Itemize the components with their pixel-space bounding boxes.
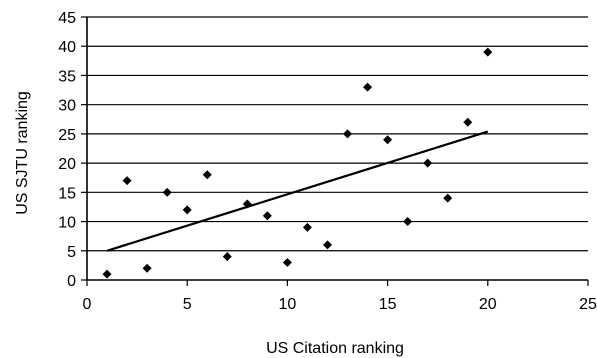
x-tick-label: 20 [479,296,497,313]
y-tick-label: 30 [58,98,76,115]
y-tick-label: 45 [58,10,76,27]
data-point [242,199,252,209]
data-point [222,252,232,262]
data-point [142,263,152,273]
data-point [363,82,373,92]
y-tick-label: 40 [58,39,76,56]
y-tick-label: 25 [58,127,76,144]
data-point [122,176,132,186]
data-point [262,211,272,221]
data-point [322,240,332,250]
y-tick-label: 20 [58,156,76,173]
data-point [162,187,172,197]
data-points [102,47,493,279]
data-point [383,135,393,145]
data-point [443,193,453,203]
data-point [282,257,292,267]
data-point [343,129,353,139]
data-point [102,269,112,279]
data-point [182,205,192,215]
tick-labels: 0 5 10 15 20 25 30 35 40 45 0 5 10 15 20 25 [58,10,597,313]
trendline-layer [106,130,489,252]
data-point [403,217,413,227]
data-point [202,170,212,180]
axes [81,16,589,286]
data-point [302,222,312,232]
y-tick-label: 10 [58,215,76,232]
x-tick-label: 0 [83,296,92,313]
y-tick-label: 15 [58,185,76,202]
data-point [463,117,473,127]
y-tick-label: 5 [67,244,76,261]
gridlines [87,16,588,252]
y-tick-label: 0 [67,273,76,290]
data-point [423,158,433,168]
x-tick-label: 5 [183,296,192,313]
x-axis-title: US Citation ranking [266,340,404,357]
x-tick-label: 15 [379,296,397,313]
y-axis-title: US SJTU ranking [14,91,31,215]
x-tick-label: 10 [279,296,297,313]
data-point [483,47,493,57]
y-tick-label: 35 [58,68,76,85]
trendline [106,130,489,252]
x-tick-label: 25 [579,296,597,313]
